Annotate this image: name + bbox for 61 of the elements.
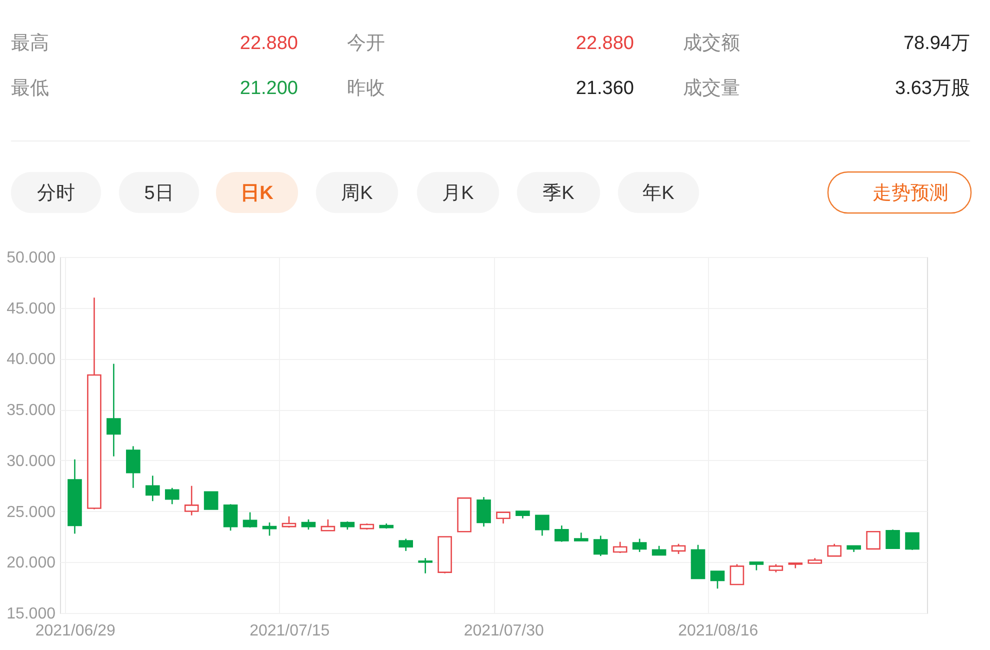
text: 成交额 [683,32,740,54]
candlestick [242,512,258,528]
text: 周K [341,183,374,204]
candlestick [282,516,296,528]
y-tick-label: 20.000 [6,554,56,572]
candlestick [204,491,218,510]
text: 22.880 [240,33,298,54]
candlestick [496,512,510,524]
candlestick [554,524,569,542]
candlestick [262,522,277,536]
candlestick [418,557,432,574]
candlestick [612,541,628,554]
y-tick-label: 30.000 [6,452,56,470]
x-tick-label: 2021/07/30 [464,622,544,640]
candlestick [301,518,316,530]
text: 3.63万股 [895,78,970,99]
text: 21.360 [576,78,634,99]
candlestick [106,363,121,458]
y-tick-label: 50.000 [6,250,56,266]
text: 成交量 [683,77,740,99]
candlestick [126,446,140,489]
y-tick-label: 25.000 [6,504,56,521]
candlestick [632,538,647,553]
x-tick-label: 2021/06/29 [35,622,116,640]
text: 月K [442,183,474,204]
text: 21.200 [240,78,298,99]
candlestick [535,514,550,536]
candlestick [398,538,413,552]
candlestick [710,570,725,590]
text: 分时 [37,183,75,204]
y-tick-label: 35.000 [6,402,56,420]
candlestick [730,564,744,586]
text: 年K [642,183,675,204]
candlestick [164,487,180,505]
text: 最低 [11,78,49,99]
candlestick [184,485,199,516]
candlestick [146,475,160,502]
x-tick-label: 2021/08/16 [678,622,758,640]
candlestick [593,535,608,557]
text: 日K [240,183,274,204]
candlestick [652,545,666,556]
text: 昨收 [347,78,385,99]
text: 5日 [144,183,174,204]
candlestick [905,532,920,551]
text: 走势预测 [872,183,948,204]
text: 今开 [347,33,385,54]
y-tick-label: 40.000 [6,351,56,368]
candlestick [886,528,900,549]
candlestick [223,504,238,532]
text: 最高 [11,32,49,54]
y-tick-label: 45.000 [6,300,56,318]
text: 季K [542,183,575,204]
candlestick [320,518,336,532]
x-tick-label: 2021/07/15 [250,622,330,640]
candlestick [476,496,491,528]
candlestick [827,543,842,557]
candlestick [866,530,880,550]
candlestick [671,543,686,555]
text: 78.94万 [903,33,970,54]
text: 22.880 [576,33,634,54]
y-tick-label: 15.000 [6,606,56,622]
